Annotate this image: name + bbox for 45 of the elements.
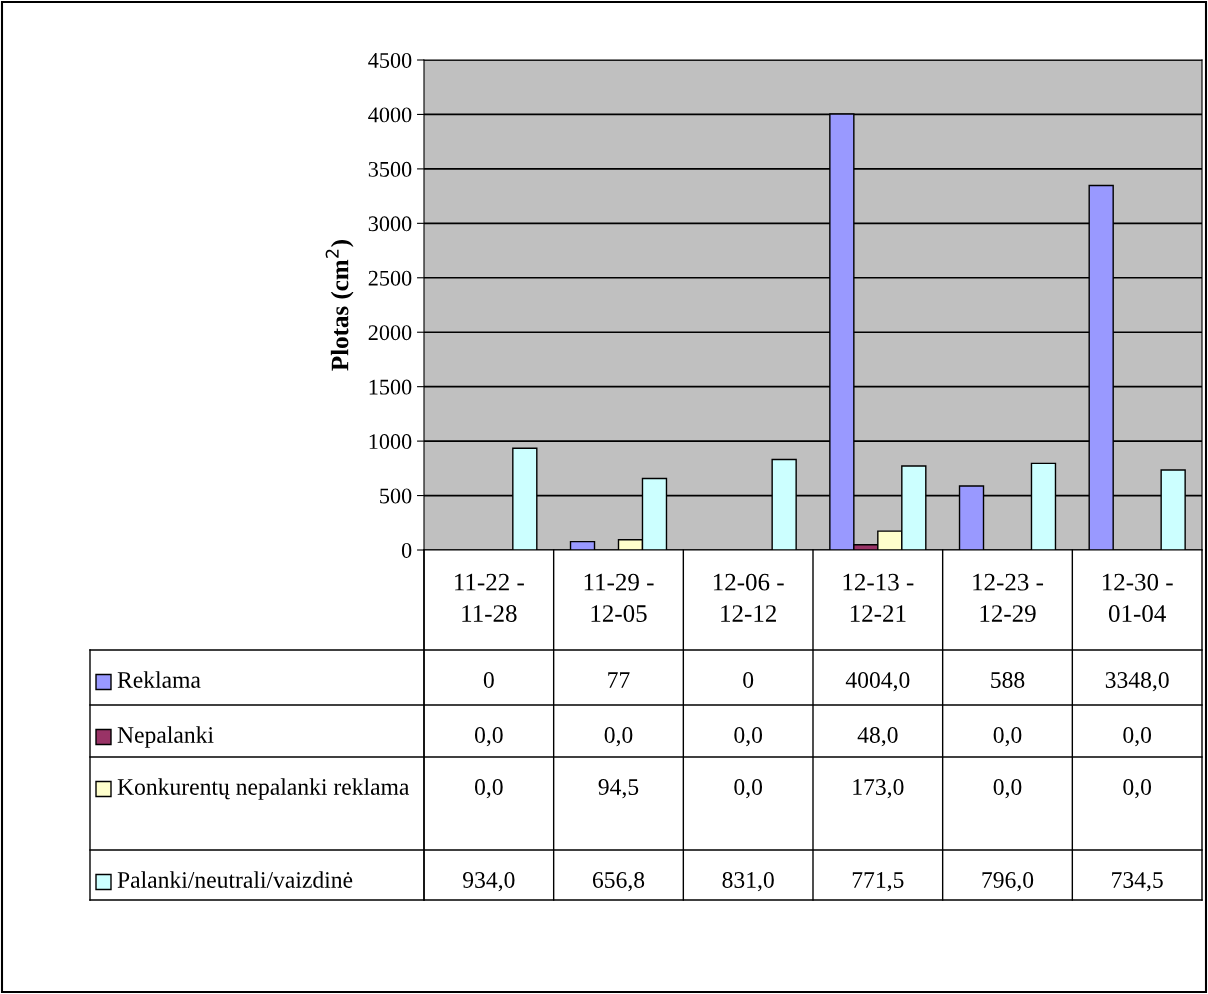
- data-label: 831,0: [722, 871, 774, 892]
- data-label: 77: [608, 672, 630, 688]
- x-tick-label: 12-06 - 12-12: [713, 573, 784, 622]
- data-label: 0,0: [1123, 726, 1152, 747]
- data-label: 656,8: [592, 871, 645, 892]
- data-label: 0,0: [993, 778, 1022, 799]
- y-tick-label: 0: [401, 542, 412, 558]
- y-tick-label: 4000: [368, 107, 412, 123]
- data-label: 771,5: [852, 872, 904, 892]
- data-label: 0: [743, 671, 754, 688]
- data-label: 0,0: [993, 726, 1022, 747]
- data-label: 588: [991, 671, 1025, 688]
- y-tick-label: 1500: [369, 379, 412, 395]
- data-label: 0,0: [474, 778, 503, 799]
- legend-label: Konkurentų nepalanki reklama: [117, 778, 410, 800]
- y-tick-label: 2500: [368, 270, 412, 286]
- legend-label: Reklama: [117, 671, 201, 688]
- data-label: 734,5: [1112, 872, 1163, 892]
- data-label: 0,0: [734, 778, 763, 799]
- data-label: 48,0: [857, 726, 898, 747]
- data-label: 796,0: [982, 871, 1034, 892]
- data-label: 0: [483, 671, 494, 688]
- y-axis-title: Plotas (cm$^{2}$): [325, 240, 354, 371]
- y-tick-label: 4500: [368, 52, 412, 68]
- y-tick-label: 2000: [368, 325, 412, 341]
- y-tick-label: 3000: [368, 216, 412, 232]
- x-tick-label: 11-22 - 11-28: [455, 573, 524, 622]
- x-tick-label: 11-29 - 12-05: [584, 573, 654, 622]
- data-label: 3348,0: [1105, 671, 1169, 692]
- x-tick-label: 12-30 - 01-04: [1102, 573, 1173, 622]
- data-label: 934,0: [463, 871, 515, 892]
- data-label: 0,0: [604, 726, 633, 747]
- legend-label: Palanki/neutrali/vaizdinė: [117, 871, 353, 888]
- data-label: 0,0: [734, 726, 763, 747]
- data-label: 94,5: [598, 779, 639, 799]
- legend-label: Nepalanki: [117, 726, 214, 748]
- x-tick-label: 12-23 - 12-29: [973, 573, 1044, 622]
- y-tick-label: 500: [380, 488, 412, 504]
- y-tick-label: 1000: [369, 434, 412, 450]
- data-label: 4004,0: [845, 671, 910, 692]
- data-label: 173,0: [853, 778, 904, 799]
- y-tick-label: 3500: [368, 161, 412, 177]
- data-label: 0,0: [1123, 778, 1152, 799]
- data-label: 0,0: [474, 726, 503, 747]
- x-tick-label: 12-13 - 12-21: [843, 573, 914, 622]
